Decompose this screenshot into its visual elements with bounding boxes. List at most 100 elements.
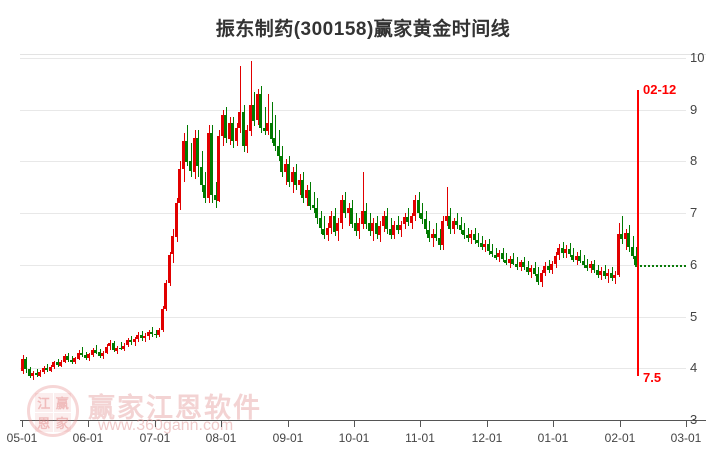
candle-body xyxy=(301,180,303,198)
candle-wick xyxy=(499,250,500,262)
candle-body xyxy=(207,133,209,198)
candle-wick xyxy=(251,61,252,136)
candle-wick xyxy=(275,115,276,151)
candle-body xyxy=(35,373,37,375)
candle-wick xyxy=(405,213,406,229)
candle-wick xyxy=(124,343,125,351)
candle-body xyxy=(63,356,65,362)
candle-wick xyxy=(100,349,101,358)
y-axis-label-4: 4 xyxy=(690,360,698,375)
candle-body xyxy=(200,167,202,185)
x-axis-tick xyxy=(288,421,289,427)
candle-wick xyxy=(338,218,339,241)
candle-body xyxy=(427,230,429,238)
candle-wick xyxy=(135,337,136,346)
candle-wick xyxy=(54,361,55,369)
candle-body xyxy=(28,369,30,376)
candle-body xyxy=(273,138,275,146)
candle-wick xyxy=(103,351,104,359)
candle-body xyxy=(385,216,387,229)
candle-wick xyxy=(240,66,241,133)
candle-wick xyxy=(65,354,66,363)
candle-body xyxy=(52,362,54,367)
candle-body xyxy=(147,332,149,336)
gridline-y-9 xyxy=(20,110,686,111)
candle-body xyxy=(585,265,587,268)
y-axis-label-3: 3 xyxy=(690,412,698,427)
candle-wick xyxy=(612,267,613,281)
candle-wick xyxy=(233,117,234,148)
candle-body xyxy=(231,123,233,141)
x-axis-label-09-01: 09-01 xyxy=(272,431,304,445)
title-separator xyxy=(20,54,706,55)
candle-wick xyxy=(412,213,413,229)
candle-body xyxy=(417,200,419,213)
candle-wick xyxy=(342,195,343,229)
candle-body xyxy=(73,358,75,362)
candle-body xyxy=(49,367,51,371)
candle-body xyxy=(87,354,89,358)
candle-body xyxy=(108,343,110,346)
candle-body xyxy=(291,172,293,182)
candle-body xyxy=(368,223,370,231)
candle-body xyxy=(627,233,629,247)
candle-wick xyxy=(496,248,497,260)
candle-body xyxy=(378,226,380,235)
candle-wick xyxy=(619,223,620,277)
candle-body xyxy=(350,208,352,224)
candle-body xyxy=(77,353,79,359)
candle-wick xyxy=(117,346,118,354)
candle-wick xyxy=(349,203,350,226)
candle-wick xyxy=(454,218,455,234)
candle-wick xyxy=(331,211,332,234)
candle-wick xyxy=(387,208,388,234)
candle-body xyxy=(308,190,310,206)
candle-body xyxy=(59,362,61,366)
candle-body xyxy=(315,208,317,218)
candle-wick xyxy=(356,213,357,236)
candle-body xyxy=(42,368,44,372)
candle-body xyxy=(333,216,335,232)
candle-wick xyxy=(415,195,416,221)
x-axis-label-07-01: 07-01 xyxy=(139,431,171,445)
candle-body xyxy=(322,229,324,235)
candle-body xyxy=(305,190,307,198)
candle-wick xyxy=(563,242,564,258)
candle-body xyxy=(98,352,100,356)
candle-wick xyxy=(244,105,245,152)
candle-wick xyxy=(180,161,181,210)
candle-wick xyxy=(359,218,360,239)
candle-wick xyxy=(580,250,581,263)
price-projection-line xyxy=(635,265,686,267)
gridline-y-4 xyxy=(20,368,686,369)
candle-wick xyxy=(247,125,248,153)
candle-body xyxy=(455,221,457,225)
candle-wick xyxy=(170,252,171,286)
candle-wick xyxy=(391,218,392,239)
candle-wick xyxy=(503,248,504,262)
candle-body xyxy=(462,230,464,235)
candle-wick xyxy=(436,223,437,241)
candle-body xyxy=(340,200,342,223)
x-axis-label-11-01: 11-01 xyxy=(405,431,435,445)
candle-body xyxy=(336,223,338,231)
candle-body xyxy=(624,233,626,239)
time-marker-date-label: 02-12 xyxy=(643,82,677,97)
candle-body xyxy=(582,261,584,265)
candle-body xyxy=(434,234,436,238)
candle-body xyxy=(329,216,331,228)
time-marker-line[interactable] xyxy=(637,90,639,376)
time-marker-value-label: 7.5 xyxy=(643,370,662,385)
candle-wick xyxy=(492,244,493,257)
candle-body xyxy=(263,128,265,131)
candle-wick xyxy=(286,159,287,185)
candle-body xyxy=(228,123,230,139)
candle-body xyxy=(568,249,570,254)
candle-body xyxy=(115,348,117,351)
candle-body xyxy=(441,221,443,245)
candle-wick xyxy=(510,256,511,268)
candle-wick xyxy=(268,94,269,135)
candle-wick xyxy=(626,229,627,250)
candle-wick xyxy=(328,223,329,241)
x-axis-label-10-01: 10-01 xyxy=(338,431,370,445)
